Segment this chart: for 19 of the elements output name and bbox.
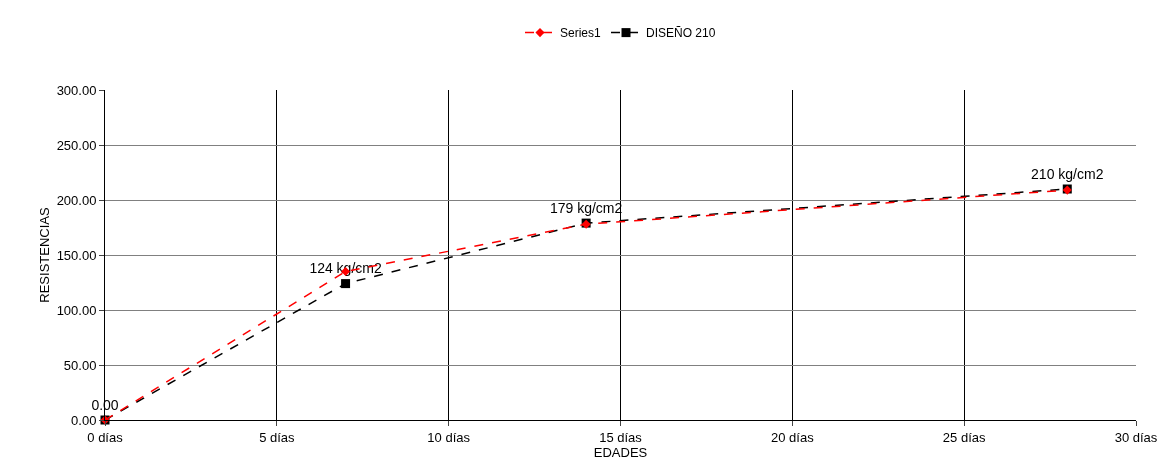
legend-label: Series1 xyxy=(560,26,602,41)
x-tick-label: 10 días xyxy=(427,429,471,445)
x-tick-label: 5 días xyxy=(259,429,296,445)
x-tick-label: 25 días xyxy=(942,429,986,445)
data-label: 210 kg/cm2 xyxy=(1031,165,1104,182)
x-tick-label: 20 días xyxy=(771,429,815,445)
y-tick-label: 200.00 xyxy=(56,192,97,208)
y-axis-title: RESISTENCIAS xyxy=(36,207,52,303)
x-axis-title: EDADES xyxy=(593,444,648,460)
legend-label: DISEÑO 210 xyxy=(646,26,716,41)
x-tick-label: 15 días xyxy=(599,429,643,445)
y-tick-label: 150.00 xyxy=(56,247,97,263)
y-tick-label: 300.00 xyxy=(56,82,97,98)
y-tick-label: 0.00 xyxy=(71,412,97,428)
y-tick-label: 250.00 xyxy=(56,137,97,153)
y-tick-label: 50.00 xyxy=(63,357,97,373)
x-tick-label: 0 días xyxy=(87,429,124,445)
y-tick-label: 100.00 xyxy=(56,302,97,318)
x-tick-label: 30 días xyxy=(1114,429,1158,445)
